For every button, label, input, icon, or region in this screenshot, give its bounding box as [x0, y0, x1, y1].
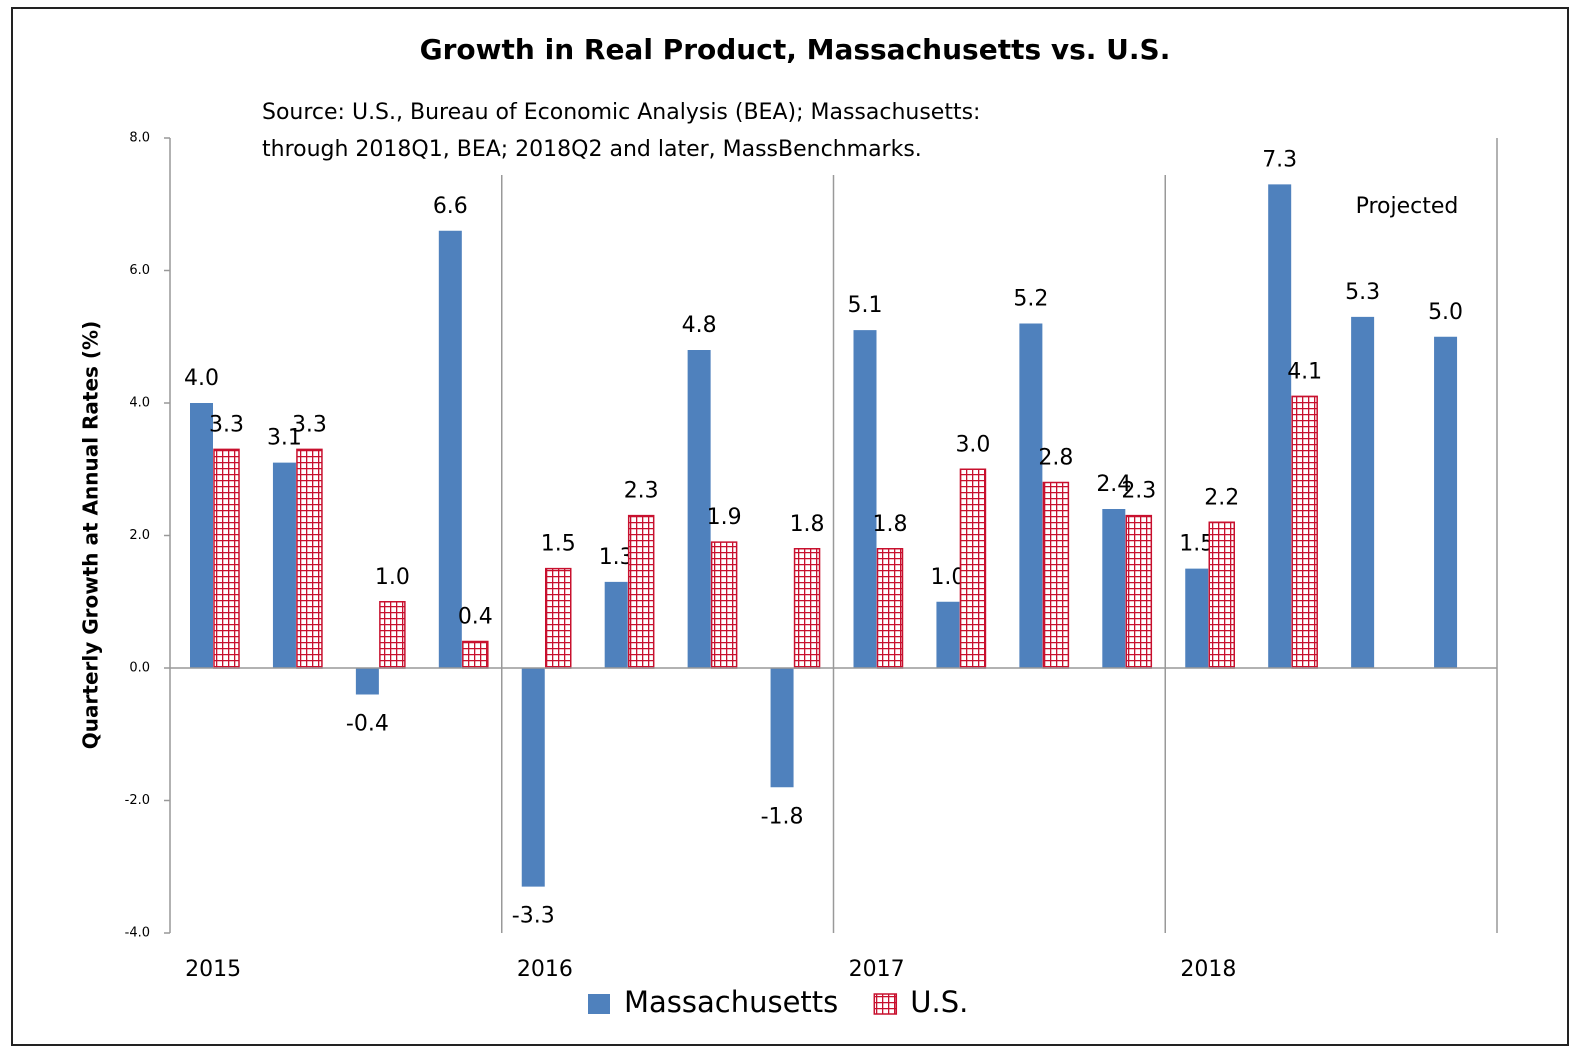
value-label: 3.1	[267, 426, 302, 451]
value-label: 0.4	[458, 605, 493, 630]
bar	[190, 403, 213, 668]
bar	[1125, 514, 1153, 669]
legend-label: Massachusetts	[624, 985, 838, 1019]
bar	[272, 462, 296, 668]
x-tick-label: 2017	[849, 957, 905, 982]
subtitle: Source: U.S., Bureau of Economic Analysi…	[262, 100, 980, 125]
bar	[876, 548, 904, 669]
value-label: 1.8	[873, 512, 908, 537]
value-label: 1.5	[541, 532, 576, 557]
legend-label: U.S.	[910, 985, 968, 1019]
value-label: 4.0	[184, 366, 219, 391]
bar	[710, 541, 738, 669]
bar	[355, 668, 379, 695]
value-label: 2.3	[1121, 479, 1156, 504]
y-tick-label: 2.0	[129, 528, 150, 543]
value-label: 5.3	[1345, 280, 1380, 305]
x-tick-label: 2018	[1180, 957, 1236, 982]
y-tick-label: 4.0	[129, 396, 150, 411]
bar	[521, 668, 545, 887]
bar	[793, 548, 821, 669]
y-axis-label: Quarterly Growth at Annual Rates (%)	[79, 321, 103, 749]
value-label: 2.3	[624, 479, 659, 504]
legend-swatch	[588, 994, 610, 1014]
value-label: 1.5	[1179, 532, 1214, 557]
value-label: 1.0	[930, 565, 965, 590]
value-label: 5.0	[1428, 300, 1463, 325]
bar	[687, 350, 711, 668]
value-label: 3.0	[955, 432, 990, 457]
bar	[770, 668, 794, 788]
value-label: 2.8	[1038, 446, 1073, 471]
bar	[213, 448, 240, 669]
value-label: 2.4	[1096, 472, 1131, 497]
bar	[462, 640, 489, 669]
y-tick-label: -4.0	[125, 926, 150, 941]
bar	[1019, 323, 1043, 668]
value-label: 2.2	[1204, 485, 1239, 510]
annotation: Projected	[1356, 194, 1459, 219]
bar	[627, 514, 655, 669]
x-tick-label: 2015	[185, 957, 241, 982]
value-label: 4.1	[1287, 359, 1322, 384]
value-label: 6.6	[433, 194, 468, 219]
bar	[1208, 521, 1235, 669]
bar	[379, 601, 406, 669]
bar	[1102, 509, 1126, 668]
bar	[1268, 184, 1292, 668]
bar	[853, 330, 877, 668]
value-label: 3.3	[209, 412, 244, 437]
y-tick-label: 6.0	[129, 263, 150, 278]
value-label: 1.9	[707, 505, 742, 530]
x-tick-label: 2016	[517, 957, 573, 982]
chart-title: Growth in Real Product, Massachusetts vs…	[420, 33, 1171, 66]
bar	[545, 567, 572, 669]
value-label: 1.0	[375, 565, 410, 590]
value-label: 5.1	[848, 293, 883, 318]
value-label: 1.3	[599, 545, 634, 570]
bar	[604, 581, 628, 668]
y-tick-label: -2.0	[125, 793, 150, 808]
bar	[1185, 568, 1209, 668]
bar	[1434, 336, 1458, 668]
value-label: -0.4	[346, 712, 389, 737]
y-tick-label: 0.0	[129, 661, 150, 676]
bar	[1042, 481, 1070, 669]
value-label: 5.2	[1013, 287, 1048, 312]
value-label: 1.8	[790, 512, 825, 537]
value-label: 4.8	[682, 313, 717, 338]
value-label: 7.3	[1262, 147, 1297, 172]
bar	[959, 468, 987, 669]
bar	[438, 230, 462, 668]
bar	[1351, 316, 1375, 668]
bar	[1291, 395, 1318, 669]
bar	[296, 448, 323, 669]
y-tick-label: 8.0	[129, 131, 150, 146]
value-label: 3.3	[292, 412, 327, 437]
value-label: -1.8	[761, 804, 804, 829]
bar	[936, 601, 960, 668]
legend-swatch	[873, 993, 898, 1015]
subtitle: through 2018Q1, BEA; 2018Q2 and later, M…	[262, 137, 922, 162]
value-label: -3.3	[512, 904, 555, 929]
